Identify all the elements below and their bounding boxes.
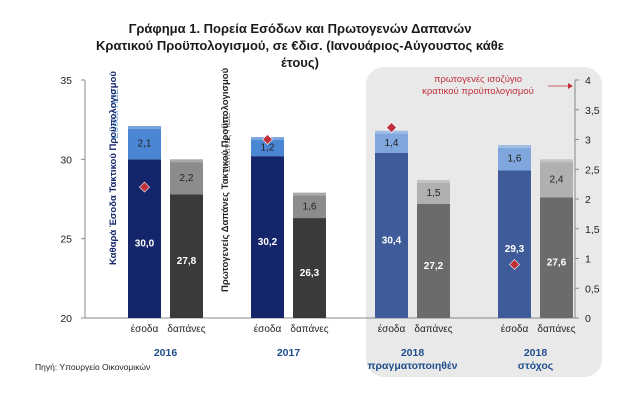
bar-top-segment <box>251 137 284 157</box>
bar-base-segment <box>498 170 531 318</box>
bar-base-label: 26,3 <box>300 268 320 279</box>
category-label: δαπάνες <box>537 323 575 335</box>
bar-1-έσοδα: 30,2 1,2 <box>251 137 284 318</box>
category-label: έσοδα <box>254 323 282 335</box>
bar-cap-highlight <box>417 179 450 183</box>
y2-tick-label: 2,5 <box>585 164 600 176</box>
protogeneis-dapanes-label: Πρωτογενείς Δαπάνες Τακτικού Προϋπολογισ… <box>220 67 231 292</box>
y2-tick-label: 1 <box>585 254 591 266</box>
primary-balance-marker <box>139 181 150 193</box>
bar-top-segment <box>170 159 203 195</box>
category-label: έσοδα <box>378 323 406 335</box>
bar-base-label: 27,2 <box>424 261 444 272</box>
bar-top-label: 1,6 <box>303 201 317 212</box>
y2-tick-label: 3 <box>585 135 591 147</box>
category-label: δαπάνες <box>290 323 328 335</box>
bar-top-label: 2,1 <box>138 139 152 150</box>
primary-balance-marker <box>509 259 520 270</box>
bar-base-segment <box>540 197 573 318</box>
primary-balance-marker <box>262 134 273 145</box>
bar-base-label: 27,8 <box>177 256 197 267</box>
bar-0-δαπάνες: 27,8 2,2 <box>170 159 203 318</box>
y2-tick-label: 2 <box>585 194 591 206</box>
bar-base-label: 30,4 <box>382 235 402 246</box>
group-label: 2018 <box>524 347 548 359</box>
bar-base-label: 27,6 <box>547 258 567 269</box>
bar-base-segment <box>170 194 203 318</box>
bar-base-label: 30,0 <box>135 239 155 250</box>
bar-base-label: 29,3 <box>505 244 525 255</box>
bar-top-label: 2,4 <box>550 174 564 185</box>
category-label: δαπάνες <box>167 323 205 335</box>
y-tick-label-left: 35 <box>60 75 72 87</box>
group-label: 2017 <box>277 347 301 359</box>
primary-balance-arrowhead <box>568 83 573 89</box>
bar-base-segment <box>293 218 326 318</box>
dapanes-pde-label: Δαπάνες ΠΔΕ <box>222 113 233 173</box>
bar-base-segment <box>251 156 284 318</box>
y2-tick-label: 4 <box>585 75 591 87</box>
category-label: έσοδα <box>131 323 159 335</box>
bar-base-segment <box>375 152 408 318</box>
bar-top-label: 1,6 <box>508 154 522 165</box>
chart-title-line-2: Κρατικού Προϋπολογισμού, σε €δισ. (Ιανου… <box>96 38 504 53</box>
primary-balance-annotation: πρωτογενές ισοζύγιο κρατικού προϋπολογισ… <box>422 74 573 97</box>
category-label: έσοδα <box>501 323 529 335</box>
category-label: δαπάνες <box>414 323 452 335</box>
bar-top-segment <box>375 130 408 153</box>
y2-tick-label: 0 <box>585 313 591 325</box>
bar-cap-highlight <box>293 192 326 196</box>
group-label: 2016 <box>154 347 178 359</box>
bar-top-segment <box>540 159 573 198</box>
group-sublabel: στόχος <box>518 360 554 372</box>
bar-top-label: 2,2 <box>180 173 194 184</box>
bar-top-label: 1,2 <box>261 143 275 154</box>
primary-balance-marker <box>386 122 397 134</box>
chart-title-line-1: Γράφημα 1. Πορεία Εσόδων και Πρωτογενών … <box>129 21 472 36</box>
group-label: 2018 <box>401 347 425 359</box>
primary-balance-label-line-2: κρατικού προϋπολογισμού <box>422 86 534 97</box>
bar-top-segment <box>417 179 450 204</box>
bar-top-label: 1,4 <box>385 138 399 149</box>
y-tick-label-left: 25 <box>60 234 72 246</box>
bar-1-δαπάνες: 26,3 1,6 <box>293 192 326 318</box>
bar-2-δαπάνες: 27,2 1,5 <box>417 179 450 318</box>
bar-base-segment <box>417 203 450 318</box>
bar-top-label: 1,5 <box>427 188 441 199</box>
source-note: Πηγή: Υπουργείο Οικονομικών <box>35 362 150 372</box>
bar-top-segment <box>498 145 531 171</box>
bar-top-segment <box>128 126 161 160</box>
chart-title-line-3: έτους) <box>281 55 319 70</box>
bar-top-segment <box>293 192 326 219</box>
kathara-esoda-label: Καθαρά Έσοδα Τακτικού Προϋπολογισμού <box>108 71 119 265</box>
y-tick-label-left: 20 <box>60 313 72 325</box>
group-sublabel: πραγματοποιηθέν <box>368 360 458 372</box>
y-tick-label-left: 30 <box>60 154 72 166</box>
bar-cap-highlight <box>170 159 203 163</box>
primary-balance-label-line-1: πρωτογενές ισοζύγιο <box>434 74 522 85</box>
bar-3-έσοδα: 29,3 1,6 <box>498 145 531 318</box>
y2-tick-label: 3,5 <box>585 105 600 117</box>
bar-0-έσοδα: 30,0 2,1 <box>128 126 161 318</box>
bar-2-έσοδα: 30,4 1,4 <box>375 130 408 318</box>
bar-cap-highlight <box>540 159 573 163</box>
y2-tick-label: 1,5 <box>585 224 600 236</box>
esoda-pde-label: Έσοδα ΠΔΕ <box>110 88 121 141</box>
bar-cap-highlight <box>498 145 531 149</box>
bar-cap-highlight <box>128 126 161 130</box>
bar-3-δαπάνες: 27,6 2,4 <box>540 159 573 318</box>
y2-tick-label: 0,5 <box>585 283 600 295</box>
bar-base-label: 30,2 <box>258 237 278 248</box>
